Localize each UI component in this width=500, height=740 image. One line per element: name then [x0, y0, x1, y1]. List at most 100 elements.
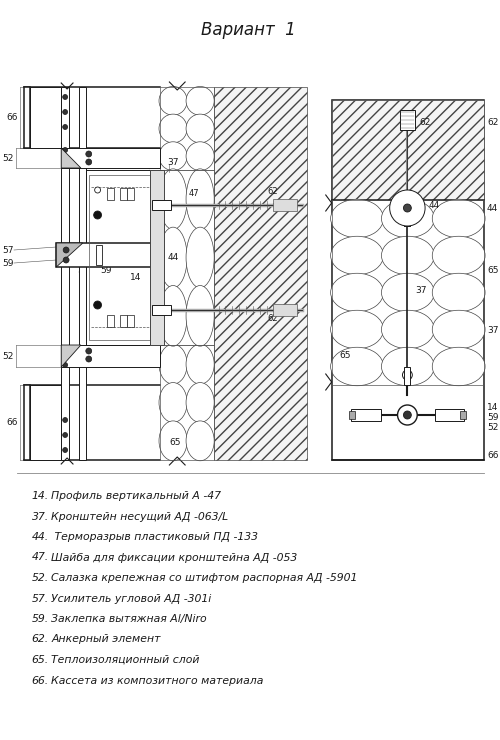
Bar [332, 200, 484, 385]
Text: 52.: 52. [32, 573, 49, 583]
Bar [86, 170, 160, 345]
Bar [61, 345, 160, 367]
Bar [160, 170, 214, 345]
Circle shape [86, 348, 92, 354]
Text: 37: 37 [487, 326, 498, 334]
Text: 65.: 65. [32, 655, 49, 665]
Text: 57: 57 [2, 246, 14, 255]
Text: Заклепка вытяжная Al/Niro: Заклепка вытяжная Al/Niro [52, 614, 207, 624]
Ellipse shape [186, 383, 214, 423]
Polygon shape [61, 148, 81, 168]
Ellipse shape [432, 273, 485, 312]
Ellipse shape [382, 199, 434, 238]
Circle shape [62, 110, 68, 115]
Circle shape [62, 95, 68, 99]
Ellipse shape [382, 273, 434, 312]
Polygon shape [61, 345, 81, 367]
Circle shape [404, 204, 411, 212]
Circle shape [94, 211, 102, 219]
Ellipse shape [186, 142, 214, 170]
Ellipse shape [186, 344, 214, 384]
Bar [152, 200, 172, 210]
Text: @: @ [68, 152, 74, 159]
Text: @: @ [68, 350, 74, 356]
Text: 62: 62 [419, 118, 430, 127]
Text: 47.: 47. [32, 553, 49, 562]
Ellipse shape [432, 310, 485, 349]
Bar [332, 100, 484, 200]
Circle shape [404, 411, 411, 419]
Text: 59: 59 [487, 412, 498, 422]
Text: 14.: 14. [32, 491, 49, 501]
Text: 14: 14 [487, 403, 498, 411]
Text: Профиль вертикальный А -47: Профиль вертикальный А -47 [52, 491, 222, 501]
Circle shape [63, 247, 69, 253]
Ellipse shape [159, 114, 187, 143]
Text: Анкерный элемент: Анкерный элемент [52, 634, 161, 645]
Text: 59: 59 [100, 266, 112, 275]
Ellipse shape [159, 286, 187, 346]
Text: 52: 52 [487, 423, 498, 431]
Bar [404, 367, 410, 385]
Circle shape [62, 147, 68, 152]
Ellipse shape [159, 227, 187, 288]
Text: 65: 65 [340, 351, 351, 360]
Circle shape [398, 405, 417, 425]
Text: 52: 52 [2, 153, 14, 163]
Circle shape [62, 448, 68, 452]
Ellipse shape [186, 421, 214, 461]
Ellipse shape [432, 236, 485, 275]
Bar [435, 409, 464, 421]
Circle shape [86, 356, 92, 362]
Ellipse shape [432, 199, 485, 238]
Bar [127, 188, 134, 200]
Bar [30, 87, 61, 148]
Ellipse shape [159, 169, 187, 229]
Ellipse shape [382, 236, 434, 275]
Text: 65: 65 [170, 437, 181, 446]
Circle shape [62, 163, 68, 167]
Bar [400, 110, 415, 130]
Bar [61, 87, 69, 460]
Text: Терморазрыв пластиковый ПД -133: Терморазрыв пластиковый ПД -133 [52, 532, 258, 542]
Polygon shape [56, 243, 83, 267]
Bar [120, 315, 127, 327]
Circle shape [62, 363, 68, 368]
Bar [30, 385, 61, 460]
Text: 62: 62 [268, 314, 278, 323]
Bar [352, 409, 381, 421]
Bar [108, 315, 114, 327]
Text: 50: 50 [410, 214, 421, 223]
Bar [96, 245, 102, 265]
Circle shape [94, 187, 100, 193]
Bar [152, 305, 172, 315]
Bar [56, 243, 160, 267]
Bar [127, 315, 134, 327]
Bar [24, 87, 30, 148]
Text: Усилитель угловой АД -301i: Усилитель угловой АД -301i [52, 593, 212, 604]
Ellipse shape [186, 227, 214, 288]
Text: 14: 14 [130, 272, 141, 281]
Text: 37.: 37. [32, 511, 49, 522]
Text: Салазка крепежная со штифтом распорная АД -5901: Салазка крепежная со штифтом распорная А… [52, 573, 358, 583]
Ellipse shape [186, 286, 214, 346]
Text: 59.: 59. [32, 614, 49, 624]
Circle shape [62, 432, 68, 437]
Ellipse shape [330, 273, 384, 312]
Bar [272, 199, 297, 211]
Ellipse shape [432, 347, 485, 386]
Text: 52: 52 [2, 352, 14, 360]
Circle shape [62, 124, 68, 130]
Text: 59: 59 [2, 258, 14, 267]
Text: Кассета из композитного материала: Кассета из композитного материала [52, 676, 264, 685]
Ellipse shape [159, 142, 187, 170]
Ellipse shape [186, 87, 214, 115]
Text: Кронштейн несущий АД -063/L: Кронштейн несущий АД -063/L [52, 511, 229, 522]
Text: 37: 37 [415, 286, 426, 295]
Text: 66: 66 [6, 113, 18, 122]
Ellipse shape [330, 310, 384, 349]
Text: 57.: 57. [32, 593, 49, 604]
Circle shape [63, 257, 69, 263]
Text: 66: 66 [6, 418, 18, 427]
Circle shape [402, 370, 412, 380]
